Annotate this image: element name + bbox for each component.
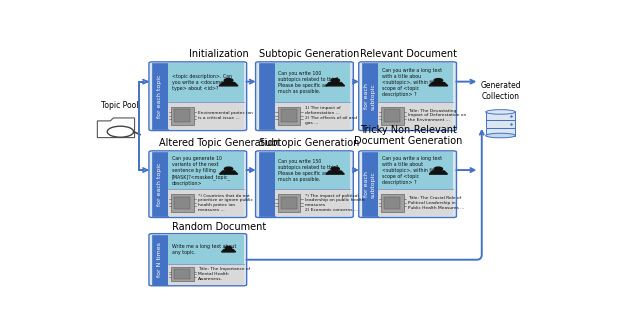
- Text: Can you write 150
subtopics related to this?
Please be specific as
much as possi: Can you write 150 subtopics related to t…: [278, 159, 339, 182]
- Bar: [275, 101, 350, 129]
- Bar: [259, 152, 275, 216]
- Bar: [281, 197, 297, 209]
- Bar: [152, 152, 168, 216]
- Text: Environmental protec ion
is a critical issue ...: Environmental protec ion is a critical i…: [198, 111, 253, 120]
- Text: Can you write a long text
with a title abou
<subtopic>, within the
scope of <top: Can you write a long text with a title a…: [381, 68, 442, 97]
- Text: Subtopic Generation: Subtopic Generation: [259, 49, 359, 59]
- Text: Tricky Non-Relevant
Document Generation: Tricky Non-Relevant Document Generation: [354, 125, 463, 146]
- FancyBboxPatch shape: [149, 151, 246, 217]
- Bar: [384, 197, 400, 209]
- Bar: [175, 269, 190, 279]
- Bar: [378, 63, 454, 101]
- Text: for N times: for N times: [157, 242, 163, 277]
- Circle shape: [331, 167, 339, 171]
- Text: Relevant Document: Relevant Document: [360, 49, 457, 59]
- Text: 1) The impact of
deforestation ...
2) The effects of oil and
gas ...: 1) The impact of deforestation ... 2) Th…: [305, 106, 357, 125]
- Polygon shape: [429, 83, 448, 86]
- Text: for each topic: for each topic: [157, 162, 163, 206]
- Text: Initialization: Initialization: [189, 49, 249, 59]
- Bar: [381, 194, 404, 212]
- Bar: [486, 120, 515, 128]
- Bar: [168, 101, 244, 129]
- Bar: [381, 107, 404, 125]
- Polygon shape: [221, 249, 236, 252]
- Polygon shape: [429, 171, 447, 174]
- Bar: [486, 128, 515, 135]
- Bar: [378, 101, 454, 129]
- Polygon shape: [219, 83, 238, 86]
- Bar: [378, 189, 454, 216]
- Ellipse shape: [486, 110, 515, 114]
- Text: for each
subtopic: for each subtopic: [364, 83, 375, 110]
- Bar: [362, 63, 378, 129]
- Bar: [171, 267, 194, 281]
- FancyBboxPatch shape: [149, 234, 246, 286]
- Bar: [278, 107, 300, 125]
- FancyBboxPatch shape: [359, 62, 456, 131]
- Circle shape: [434, 167, 442, 171]
- Text: *) The impact of political
leadership on public health
measures
2) Economic conc: *) The impact of political leadership on…: [305, 194, 364, 212]
- Bar: [378, 152, 454, 189]
- Bar: [275, 63, 350, 101]
- Text: Can you write 100
subtopics related to this?
Please be specific as
much as possi: Can you write 100 subtopics related to t…: [278, 71, 339, 94]
- Text: *) Countries that do not
prioritize or ignore public
health protec ion
measures : *) Countries that do not prioritize or i…: [198, 194, 253, 212]
- Bar: [175, 197, 190, 209]
- Text: Can you write a long text
with a title about
<subtopic>, within the
scope of <to: Can you write a long text with a title a…: [381, 156, 442, 185]
- Bar: [168, 264, 244, 285]
- Text: Topic Pool: Topic Pool: [101, 101, 138, 110]
- Text: Write me a long text about
any topic.: Write me a long text about any topic.: [172, 244, 236, 255]
- Polygon shape: [97, 118, 134, 138]
- FancyBboxPatch shape: [359, 151, 456, 217]
- Text: <topic description>. Can
you write a <document
type> about <id>?: <topic description>. Can you write a <do…: [172, 74, 232, 91]
- Bar: [384, 109, 400, 122]
- Text: Title: The Importance of
Mental Health
Awareness.: Title: The Importance of Mental Health A…: [198, 267, 250, 281]
- Circle shape: [225, 167, 233, 171]
- Bar: [152, 235, 168, 285]
- Bar: [175, 109, 190, 122]
- FancyBboxPatch shape: [255, 151, 353, 217]
- Text: Title: The Devastating
Impact of Deforestation on
the Environment ...: Title: The Devastating Impact of Defores…: [408, 109, 467, 122]
- Bar: [171, 194, 194, 212]
- Circle shape: [331, 79, 339, 82]
- Bar: [275, 189, 350, 216]
- Text: Altered Topic Generation: Altered Topic Generation: [159, 138, 279, 148]
- Circle shape: [434, 79, 443, 82]
- Circle shape: [224, 79, 233, 82]
- Ellipse shape: [486, 133, 515, 138]
- Bar: [171, 107, 194, 125]
- Text: Random Document: Random Document: [172, 222, 266, 233]
- Bar: [168, 189, 244, 216]
- Text: for each
subtopic: for each subtopic: [364, 171, 375, 198]
- Text: for each topic: for each topic: [157, 75, 163, 118]
- Text: Can you generate 10
variants of the next
sentence by filling
[MASK]?<masked_topi: Can you generate 10 variants of the next…: [172, 156, 230, 185]
- Text: Generated
Collection: Generated Collection: [480, 81, 521, 101]
- FancyBboxPatch shape: [255, 62, 353, 131]
- FancyBboxPatch shape: [149, 62, 246, 131]
- Polygon shape: [326, 83, 344, 86]
- Text: Title: The Crucial Role of
Political Leadership in
Public Health Measures ...: Title: The Crucial Role of Political Lea…: [408, 196, 464, 210]
- Bar: [486, 112, 515, 120]
- Text: Subtopic Generation: Subtopic Generation: [259, 138, 359, 148]
- Bar: [278, 194, 300, 212]
- Bar: [168, 63, 244, 101]
- Circle shape: [225, 247, 232, 249]
- Bar: [362, 152, 378, 216]
- Polygon shape: [326, 171, 344, 174]
- Bar: [275, 152, 350, 189]
- Bar: [281, 109, 297, 122]
- Bar: [259, 63, 275, 129]
- Bar: [152, 63, 168, 129]
- Bar: [168, 235, 244, 264]
- Bar: [168, 152, 244, 189]
- Polygon shape: [220, 171, 237, 174]
